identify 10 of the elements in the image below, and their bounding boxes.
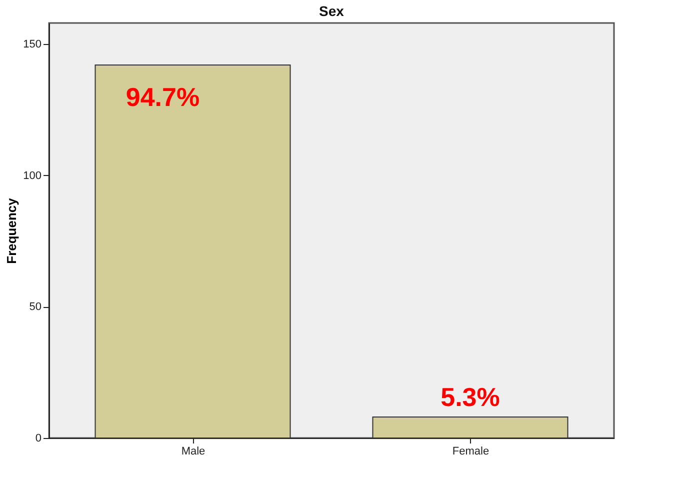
chart-title: Sex — [319, 3, 344, 19]
x-tick-label: Male — [181, 446, 206, 458]
y-tick-label: 100 — [23, 170, 42, 182]
y-tick-label: 0 — [35, 432, 42, 444]
y-axis-title: Frequency — [4, 197, 20, 264]
y-tick-label: 150 — [23, 38, 42, 51]
x-tick-label: Female — [452, 446, 490, 458]
annotation: 5.3% — [440, 382, 500, 412]
y-tick-label: 50 — [29, 301, 42, 314]
annotation: 94.7% — [126, 82, 200, 112]
